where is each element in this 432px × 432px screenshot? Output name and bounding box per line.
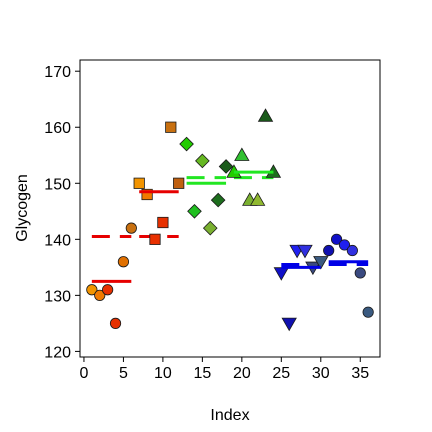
- y-axis-title: Glycogen: [14, 174, 31, 242]
- data-point: [102, 284, 114, 296]
- data-point: [94, 289, 106, 301]
- series-group: [86, 222, 137, 329]
- data-point: [195, 153, 210, 169]
- data-point: [157, 216, 169, 229]
- x-tick-label: 30: [312, 365, 330, 382]
- data-point: [149, 233, 161, 245]
- x-tick-label: 20: [233, 365, 251, 382]
- y-tick-label: 140: [44, 232, 71, 249]
- data-point: [323, 244, 335, 257]
- series-group: [323, 233, 374, 318]
- data-point: [346, 244, 358, 257]
- y-tick-label: 130: [44, 288, 71, 305]
- chart-marks: [86, 108, 374, 332]
- series-group: [179, 136, 234, 236]
- data-point: [362, 306, 374, 318]
- data-point: [249, 192, 266, 206]
- series-group: [273, 244, 329, 332]
- x-tick-label: 5: [119, 365, 128, 382]
- y-tick-label: 120: [44, 344, 71, 361]
- data-point: [173, 177, 185, 189]
- data-point: [313, 256, 329, 270]
- x-axis: 0 5 10 15 20 25 30 35: [79, 357, 369, 382]
- data-point: [179, 136, 194, 152]
- data-point: [117, 256, 130, 268]
- data-point: [210, 192, 226, 208]
- x-tick-label: 10: [154, 365, 172, 382]
- data-point: [330, 233, 343, 245]
- data-point: [273, 267, 290, 281]
- data-point: [109, 317, 122, 329]
- y-tick-label: 160: [44, 120, 71, 137]
- y-tick-label: 170: [44, 64, 71, 81]
- data-point: [202, 220, 218, 236]
- data-point: [234, 147, 250, 161]
- x-tick-label: 0: [79, 365, 88, 382]
- data-point: [133, 177, 145, 189]
- data-point: [281, 317, 297, 332]
- data-point: [257, 108, 274, 122]
- data-point: [297, 244, 313, 259]
- x-tick-label: 15: [193, 365, 211, 382]
- data-point: [125, 222, 137, 234]
- x-tick-label: 25: [272, 365, 290, 382]
- x-tick-label: 35: [351, 365, 369, 382]
- data-point: [338, 239, 351, 251]
- data-point: [86, 284, 98, 296]
- data-point: [141, 188, 153, 201]
- y-axis: 120 130 140 150 160 170: [44, 64, 80, 361]
- series-group: [133, 121, 185, 245]
- data-point: [165, 121, 177, 133]
- series-group: [226, 108, 282, 206]
- y-tick-label: 150: [44, 176, 71, 193]
- data-point: [218, 159, 234, 174]
- plot-frame: [79, 59, 381, 358]
- data-point: [354, 267, 366, 279]
- x-axis-title: Index: [210, 407, 249, 424]
- data-point: [187, 203, 202, 219]
